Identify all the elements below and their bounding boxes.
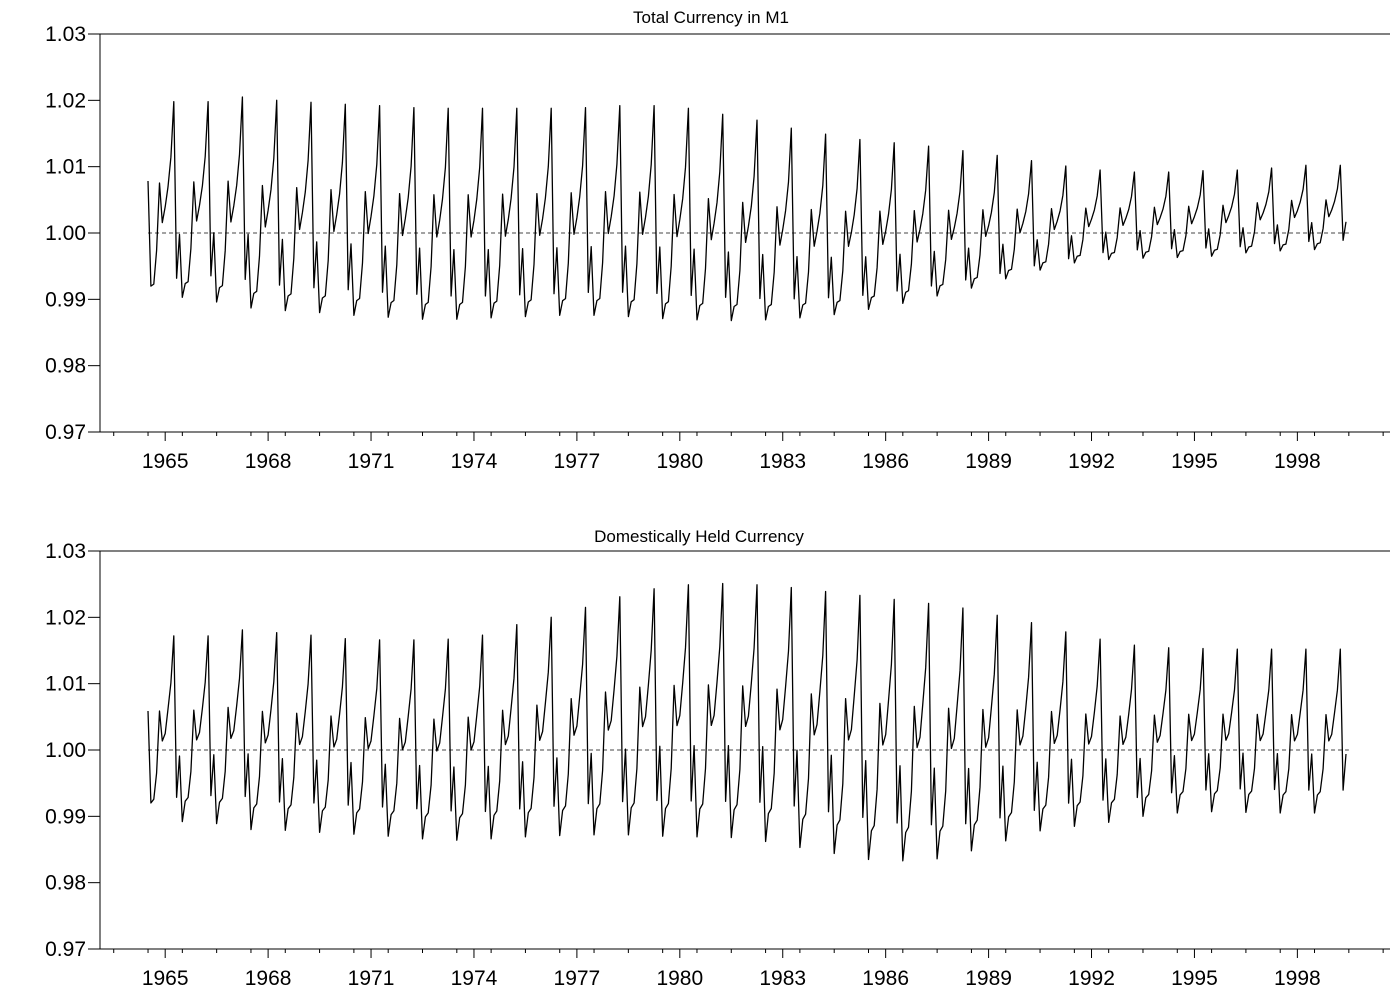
x-tick-label: 1971: [348, 450, 395, 473]
x-tick-label: 1968: [245, 967, 292, 990]
x-tick-label: 1986: [862, 450, 909, 473]
x-tick-label: 1977: [554, 967, 601, 990]
x-tick-label: 1998: [1274, 967, 1321, 990]
x-tick-label: 1995: [1171, 450, 1218, 473]
chart-title-bottom: Domestically Held Currency: [594, 527, 804, 546]
x-tick-label: 1971: [348, 967, 395, 990]
x-tick-label: 1992: [1068, 967, 1115, 990]
y-tick-label: 1.03: [45, 23, 86, 46]
x-tick-label: 1989: [965, 967, 1012, 990]
y-tick-label: 0.97: [45, 421, 86, 444]
y-tick-label: 0.97: [45, 938, 86, 961]
x-tick-label: 1983: [759, 967, 806, 990]
y-tick-label: 1.03: [45, 540, 86, 563]
y-tick-label: 0.99: [45, 805, 86, 828]
chart-panel-bottom: Domestically Held Currency 0.97 0.98 0.99 1…: [45, 527, 1390, 990]
y-tick-label: 0.98: [45, 872, 86, 895]
x-tick-label: 1974: [451, 967, 498, 990]
x-tick-label: 1998: [1274, 450, 1321, 473]
x-tick-label: 1995: [1171, 967, 1218, 990]
x-tick-label: 1965: [142, 967, 189, 990]
x-tick-label: 1989: [965, 450, 1012, 473]
x-tick-label: 1977: [554, 450, 601, 473]
series-line: [147, 582, 1347, 862]
y-tick-label: 0.98: [45, 355, 86, 378]
y-tick-label: 1.02: [45, 606, 86, 629]
y-tick-label: 1.00: [45, 222, 86, 245]
chart-panel-top: Total Currency in M1 0.97 0.98 0.99 1.00 1.0…: [45, 8, 1390, 473]
y-tick-label: 1.01: [45, 156, 86, 179]
x-tick-label: 1980: [656, 450, 703, 473]
x-tick-label: 1986: [862, 967, 909, 990]
y-tick-label: 0.99: [45, 288, 86, 311]
x-tick-label: 1968: [245, 450, 292, 473]
x-tick-label: 1965: [142, 450, 189, 473]
series-line: [147, 96, 1347, 322]
x-tick-label: 1974: [451, 450, 498, 473]
y-tick-label: 1.00: [45, 739, 86, 762]
x-tick-label: 1992: [1068, 450, 1115, 473]
y-tick-label: 1.01: [45, 673, 86, 696]
chart-title-top: Total Currency in M1: [633, 8, 789, 27]
x-tick-label: 1980: [656, 967, 703, 990]
y-tick-label: 1.02: [45, 89, 86, 112]
x-tick-label: 1983: [759, 450, 806, 473]
